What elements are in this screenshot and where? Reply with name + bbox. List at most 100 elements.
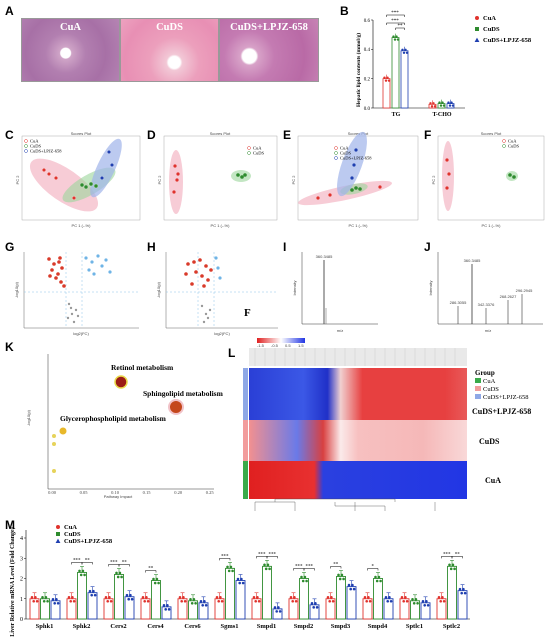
chart-m-sig-bracket	[145, 570, 157, 573]
chart-m-point	[145, 595, 148, 599]
chart-b-ytick-label: 0.2	[364, 77, 371, 82]
chart-m-point	[157, 581, 160, 585]
chart-b-bar	[391, 37, 400, 109]
chart-m-axes: 0 1 2 3 4	[20, 530, 470, 623]
chart-m-point	[51, 597, 55, 601]
heatmap-group-bar-lpjz	[243, 368, 248, 420]
histology-label-cuds: CuDS	[156, 22, 183, 33]
chart-m-point	[342, 577, 345, 581]
chart-b-point	[438, 101, 441, 104]
chart-m-point	[305, 579, 308, 583]
histology-label-lpjz: CuDS+LPJZ-658	[230, 22, 308, 33]
chart-b-point	[442, 104, 446, 107]
heatmap-column-labels	[249, 348, 467, 366]
chart-k-label-retinol: Retinol metabolism	[111, 363, 174, 372]
heatmap-scale-2: 0.5	[285, 343, 291, 348]
chart-m-point	[241, 581, 245, 585]
chart-m-point	[143, 599, 146, 603]
heatmap-row-lpjz	[249, 368, 467, 420]
chart-m-point	[201, 604, 204, 607]
chart-m-point	[88, 589, 92, 593]
chart-b-point	[392, 35, 395, 38]
histology-label-cua: CuA	[59, 22, 81, 33]
ms-i-peak-label: 360.3485	[316, 254, 333, 259]
panel-letter-h: H	[147, 240, 156, 254]
chart-m-point	[55, 597, 58, 601]
chart-k-xticks: 0.00 0.05 0.10 0.15 0.20 0.25	[47, 354, 214, 495]
chart-m-sig-bracket	[266, 556, 278, 559]
heatmap-color-scale	[257, 338, 305, 343]
chart-m-ytick-label: 2	[20, 577, 23, 583]
chart-m-point	[83, 573, 86, 577]
chart-m-point	[35, 599, 39, 603]
chart-m-xtick-label: Cers4	[147, 623, 164, 630]
chart-m-point	[180, 599, 183, 603]
heatmap-legend-cua: CuA	[483, 378, 496, 385]
chart-m-point	[153, 581, 157, 585]
chart-m-sig-label: **	[85, 558, 91, 563]
chart-m-point	[462, 587, 465, 591]
chart-b-ytick-label: 0.6	[364, 19, 371, 24]
chart-m-point	[189, 597, 192, 601]
chart-b-point	[451, 104, 455, 107]
histology-image-cua: CuA	[21, 18, 120, 82]
chart-k-xtick-label: 0.00	[48, 490, 57, 495]
chart-m-point	[291, 599, 295, 603]
chart-m-bar	[373, 578, 383, 620]
pca-e-legend-1: CuDS	[340, 151, 352, 156]
chart-b-ytick-label: 0.4	[364, 48, 371, 53]
chart-m-bar	[299, 578, 309, 620]
ms-j-peak-0: 360.3485	[464, 258, 481, 263]
chart-m-point	[377, 575, 381, 579]
chart-m-point	[426, 604, 430, 607]
chart-m-point	[386, 599, 390, 603]
chart-m-xtick-label: Cers2	[110, 623, 126, 630]
chart-m-point	[412, 601, 416, 605]
chart-b-sig-bracket	[395, 27, 405, 30]
chart-m-point	[227, 569, 231, 573]
chart-m-legend-marker	[55, 538, 61, 543]
chart-m-point	[46, 599, 49, 603]
chart-m-point	[349, 587, 353, 591]
histology-image-cuds: CuDS	[120, 18, 219, 82]
chart-m-point	[460, 591, 464, 595]
chart-m-point	[166, 604, 169, 607]
chart-m-point	[118, 571, 122, 575]
chart-m-point	[421, 600, 425, 603]
chart-b-sig-bracket	[386, 22, 405, 25]
chart-m-xtick-label: Smpd1	[257, 623, 277, 630]
chart-b-point	[386, 76, 389, 79]
chart-m-point	[30, 595, 34, 599]
chart-b-sig-label: **	[398, 24, 404, 29]
chart-m-bar	[262, 565, 272, 620]
chart-m-point	[178, 595, 182, 599]
chart-b-point	[402, 51, 406, 54]
ms-j-xlabel: m/z	[485, 328, 491, 333]
heatmap-scale-3: 1.5	[298, 343, 304, 348]
chart-m-point	[278, 610, 282, 613]
panel-letter-l: L	[228, 346, 236, 360]
chart-m-point	[256, 595, 259, 599]
chart-m-point	[106, 599, 109, 603]
chart-m-point	[351, 583, 354, 587]
chart-m-legend-label: CuDS+LPJZ-658	[64, 538, 113, 545]
chart-b-sig-label: ***	[391, 11, 399, 16]
chart-m-point	[69, 599, 72, 603]
chart-m-point	[294, 599, 298, 603]
chart-b-sig-label: ***	[391, 19, 399, 24]
bubble-small-3	[52, 469, 56, 473]
chart-m-sig-label: ***	[73, 558, 81, 563]
chart-m-point	[129, 593, 132, 597]
chart-m-xtick-label: Sphk2	[73, 623, 91, 630]
chart-m-point	[183, 599, 187, 603]
bubble-small-1	[52, 442, 56, 446]
chart-m-sig-bracket	[81, 562, 93, 565]
ms-j-peak-2: 342.3376	[478, 302, 495, 307]
chart-m-point	[72, 599, 76, 603]
chart-m-point	[155, 577, 159, 581]
chart-m-point	[400, 595, 404, 599]
volcano-plot-h: -log10(p) log2(FC) F	[156, 252, 278, 336]
chart-m-sig-bracket	[118, 564, 130, 567]
chart-m-bar	[151, 580, 161, 620]
pca-e-legend-0: CuA	[340, 146, 349, 151]
